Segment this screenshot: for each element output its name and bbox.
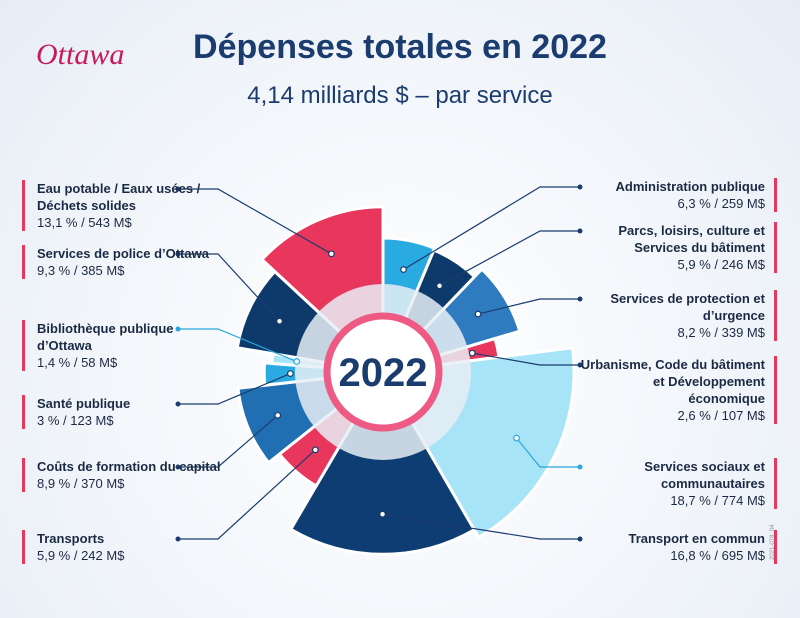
leader-end [577,464,583,470]
slice-label: Services de police d’Ottawa 9,3 % / 385 M… [37,245,227,279]
value-label: 16,8 % / 695 M$ [670,548,765,563]
leader-end [577,296,583,302]
leader-dot [328,250,335,258]
value-label: 6,3 % / 259 M$ [677,196,765,211]
value-label: 8,2 % / 339 M$ [677,325,765,340]
leader-end [175,464,181,470]
leader-line [382,513,580,540]
category-label: Services de police d’Ottawa [37,246,209,261]
label-bar [774,290,777,341]
label-bar [22,320,25,371]
label-bar [774,458,777,509]
slice-label: Eau potable / Eaux usées / Déchets solid… [37,180,227,231]
slice-label: Parcs, loisirs, culture et Services du b… [575,222,765,273]
leader-end [175,186,181,192]
leader-dot [468,349,476,357]
label-bar [22,180,25,231]
slice-label: Urbanisme, Code du bâtiment et Développe… [575,356,765,424]
value-label: 2,6 % / 107 M$ [677,408,765,423]
category-label: Services sociaux et communautaires [644,459,765,491]
category-label: Transports [37,531,105,546]
leader-dot [274,411,282,419]
category-label: Urbanisme, Code du bâtiment et Développe… [580,357,765,406]
category-label: Transport en commun [628,531,765,546]
label-bar [774,530,777,564]
leader-dot [436,282,443,290]
logo: Ottawa [36,38,125,71]
value-label: 5,9 % / 246 M$ [677,257,765,272]
leader-line [439,230,580,287]
chart-title: Dépenses totales en 2022 [193,28,607,66]
leader-end [577,362,583,368]
pie-slice [288,369,477,556]
category-label: Administration publique [615,179,766,194]
leader-line [178,449,316,540]
leader-dot [286,370,294,377]
value-label: 5,9 % / 242 M$ [37,548,125,563]
slice-label: Santé publique 3 % / 123 M$ [37,395,227,429]
value-label: 9,3 % / 385 M$ [37,263,125,278]
leader-dot [293,358,301,365]
slice-label: Services sociaux et communautaires 18,7 %… [575,458,765,509]
slice-label: Coûts de formation du capital 8,9 % / 370… [37,458,227,492]
leader-dot [474,310,482,318]
leader-end [577,536,583,542]
slice-label: Bibliothèque publique d’Ottawa 1,4 % / 58… [37,320,227,371]
leader-end [175,251,181,257]
leader-end [577,184,583,190]
leader-dot [400,266,407,273]
label-bar [22,530,25,564]
slice-label: Administration publique 6,3 % / 259 M$ [575,178,766,212]
leader-line [403,186,580,271]
leader-line [178,253,280,322]
leader-dot [379,510,386,518]
label-bar [774,178,777,212]
value-label: 18,7 % / 774 M$ [670,493,765,508]
value-label: 1,4 % / 58 M$ [37,355,118,370]
category-label: Santé publique [37,396,131,411]
label-bar [22,395,25,429]
category-label: Bibliothèque publique d’Ottawa [37,321,174,353]
leader-dot [276,317,283,325]
leader-end [175,536,181,542]
leader-end [577,228,583,234]
category-label: Services de protection et d’urgence [610,291,765,323]
leader-dot [311,446,319,454]
center-label: 2022 [339,351,428,395]
center-circle [323,312,443,432]
slice-label: Services de protection et d’urgence 8,2 %… [575,290,765,341]
leader-line [178,414,279,468]
value-label: 8,9 % / 370 M$ [37,476,125,491]
slice-label: Transports 5,9 % / 242 M$ [37,530,227,564]
value-label: 13,1 % / 543 M$ [37,215,132,230]
label-bar [774,222,777,273]
label-bar [22,458,25,492]
label-bar [22,245,25,279]
leader-dot [513,434,520,442]
leader-end [175,326,181,332]
leader-line [516,437,580,468]
category-label: Coûts de formation du capital [37,459,221,474]
label-bar [774,356,777,424]
leader-end [175,401,181,407]
leader-line [178,328,297,363]
chart-subtitle: 4,14 milliards $ – par service [247,82,553,109]
leader-line [472,352,580,366]
leader-line [178,373,291,405]
value-label: 3 % / 123 M$ [37,413,114,428]
leader-line [178,188,332,255]
leader-line [477,298,580,315]
slice-label: Transport en commun 16,8 % / 695 M$ [575,530,765,564]
category-label: Eau potable / Eaux usées / Déchets solid… [37,181,201,213]
category-label: Parcs, loisirs, culture et Services du b… [618,223,765,255]
